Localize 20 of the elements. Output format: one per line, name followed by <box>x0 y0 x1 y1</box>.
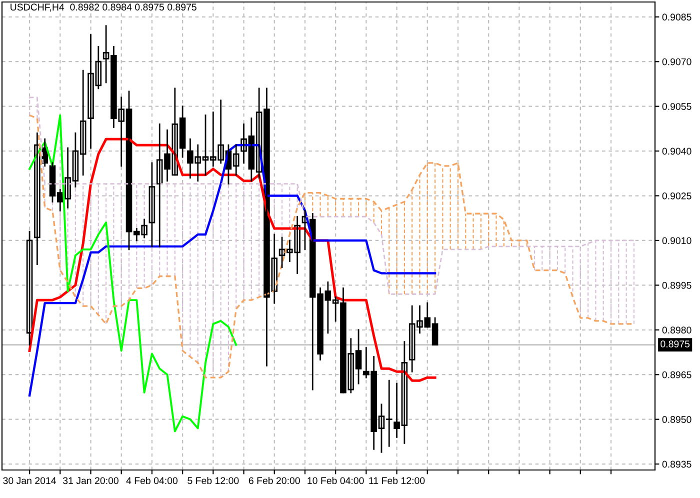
y-tick-label: 0.9010 <box>662 237 692 244</box>
y-tick-label: 0.8965 <box>662 371 692 378</box>
x-tick-label: 4 Feb 04:00 <box>126 476 178 484</box>
x-tick-label: 30 Jan 2014 <box>3 477 56 484</box>
x-tick-label: 11 Feb 12:00 <box>369 476 425 484</box>
x-tick-label: 6 Feb 20:00 <box>248 476 300 484</box>
x-tick-label: 31 Jan 20:00 <box>63 477 118 484</box>
y-tick-label: 0.9040 <box>662 148 692 155</box>
y-tick-label: 0.9085 <box>662 14 692 21</box>
y-tick-label: 0.8950 <box>662 416 692 423</box>
y-tick-label: 0.9070 <box>662 58 692 66</box>
x-tick-label: 5 Feb 12:00 <box>188 476 239 484</box>
y-tick-label: 0.8935 <box>662 460 692 468</box>
y-tick-label: 0.9055 <box>662 103 692 110</box>
y-tick-label: 0.9025 <box>662 192 692 200</box>
x-tick-label: 10 Feb 04:00 <box>308 476 364 484</box>
y-tick-label: 0.8995 <box>662 282 692 289</box>
y-tick-label: 0.8980 <box>662 326 692 334</box>
chart-title: USDCHF,H4 0.8982 0.8984 0.8975 0.8975 <box>10 4 196 12</box>
ref-line-label: 0.8975 <box>660 340 690 348</box>
